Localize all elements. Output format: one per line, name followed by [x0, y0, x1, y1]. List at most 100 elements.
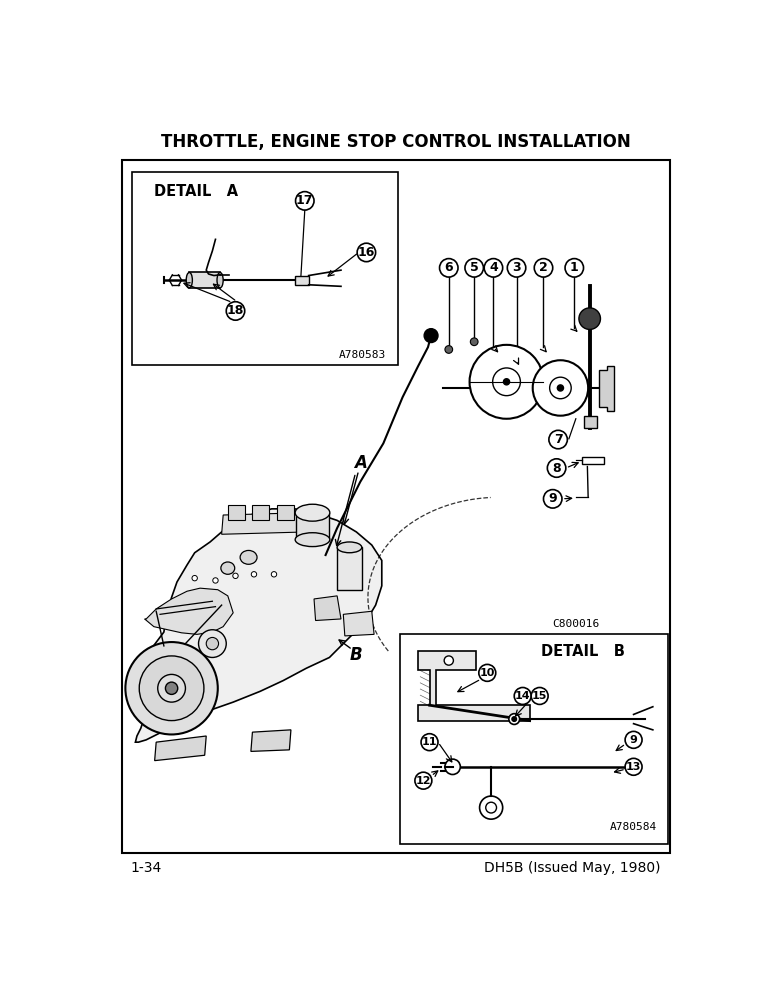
Polygon shape — [135, 509, 382, 742]
Text: 9: 9 — [548, 492, 557, 505]
Ellipse shape — [337, 542, 362, 553]
Circle shape — [469, 345, 543, 419]
Text: THROTTLE, ENGINE STOP CONTROL INSTALLATION: THROTTLE, ENGINE STOP CONTROL INSTALLATI… — [161, 133, 631, 151]
Circle shape — [493, 368, 520, 396]
Polygon shape — [599, 366, 615, 411]
Circle shape — [507, 259, 526, 277]
Circle shape — [157, 674, 185, 702]
Circle shape — [531, 687, 548, 704]
Circle shape — [296, 192, 314, 210]
Text: 17: 17 — [296, 194, 313, 207]
Text: 11: 11 — [422, 737, 437, 747]
Text: 12: 12 — [415, 776, 431, 786]
Text: 16: 16 — [357, 246, 375, 259]
Bar — [400, 634, 669, 844]
Circle shape — [547, 459, 566, 477]
Circle shape — [479, 796, 503, 819]
Text: 1: 1 — [570, 261, 579, 274]
Bar — [584, 416, 598, 428]
Polygon shape — [222, 513, 306, 534]
Circle shape — [503, 379, 510, 385]
Circle shape — [509, 714, 520, 724]
Text: 5: 5 — [470, 261, 479, 274]
Polygon shape — [344, 611, 374, 636]
Text: 2: 2 — [539, 261, 548, 274]
Polygon shape — [144, 588, 233, 634]
Polygon shape — [277, 505, 294, 520]
Circle shape — [470, 338, 478, 346]
Text: A: A — [354, 454, 367, 472]
Bar — [296, 513, 330, 540]
Circle shape — [198, 630, 226, 657]
Circle shape — [486, 802, 496, 813]
Ellipse shape — [240, 550, 257, 564]
Polygon shape — [251, 730, 291, 751]
Circle shape — [357, 243, 376, 262]
Bar — [132, 172, 398, 365]
Circle shape — [445, 759, 460, 775]
Circle shape — [625, 758, 642, 775]
Circle shape — [484, 259, 503, 277]
Circle shape — [479, 664, 496, 681]
Text: 13: 13 — [626, 762, 642, 772]
Circle shape — [271, 572, 276, 577]
Ellipse shape — [295, 504, 330, 521]
Circle shape — [439, 259, 458, 277]
Circle shape — [125, 642, 218, 734]
Circle shape — [139, 656, 204, 721]
Text: B: B — [350, 646, 363, 664]
Circle shape — [213, 578, 218, 583]
Circle shape — [514, 687, 531, 704]
Circle shape — [165, 682, 178, 694]
Text: 1-34: 1-34 — [130, 861, 162, 875]
Circle shape — [512, 717, 516, 721]
Circle shape — [421, 734, 438, 751]
Text: 8: 8 — [552, 462, 561, 475]
Text: 10: 10 — [479, 668, 495, 678]
Circle shape — [550, 377, 571, 399]
Circle shape — [579, 308, 601, 329]
Text: A780583: A780583 — [339, 350, 387, 360]
Circle shape — [533, 360, 588, 416]
Text: 18: 18 — [227, 304, 244, 317]
Text: A780584: A780584 — [609, 822, 657, 832]
Bar — [337, 547, 362, 590]
Circle shape — [192, 575, 198, 581]
Text: 3: 3 — [513, 261, 521, 274]
Circle shape — [465, 259, 483, 277]
Polygon shape — [252, 505, 269, 520]
Circle shape — [549, 430, 567, 449]
Text: DH5B (Issued May, 1980): DH5B (Issued May, 1980) — [484, 861, 661, 875]
Polygon shape — [228, 505, 245, 520]
Circle shape — [445, 346, 452, 353]
Text: 4: 4 — [489, 261, 498, 274]
Circle shape — [625, 731, 642, 748]
Bar — [295, 276, 309, 285]
Circle shape — [233, 573, 239, 579]
Ellipse shape — [295, 533, 330, 547]
Text: 6: 6 — [445, 261, 453, 274]
Text: 7: 7 — [554, 433, 563, 446]
Circle shape — [557, 385, 564, 391]
Circle shape — [251, 572, 256, 577]
Text: C800016: C800016 — [552, 619, 599, 629]
Circle shape — [534, 259, 553, 277]
Text: DETAIL   B: DETAIL B — [541, 644, 625, 659]
Text: 14: 14 — [515, 691, 530, 701]
Bar — [582, 457, 604, 464]
Polygon shape — [418, 651, 530, 721]
Ellipse shape — [217, 272, 223, 288]
Ellipse shape — [221, 562, 235, 574]
Circle shape — [543, 490, 562, 508]
Circle shape — [206, 637, 218, 650]
Polygon shape — [154, 736, 206, 761]
Polygon shape — [314, 596, 341, 620]
Circle shape — [565, 259, 584, 277]
Ellipse shape — [186, 272, 192, 288]
Text: 9: 9 — [630, 735, 638, 745]
Circle shape — [424, 329, 438, 343]
Text: DETAIL   A: DETAIL A — [154, 184, 238, 199]
Bar — [189, 272, 220, 288]
Circle shape — [415, 772, 432, 789]
Text: 15: 15 — [532, 691, 547, 701]
